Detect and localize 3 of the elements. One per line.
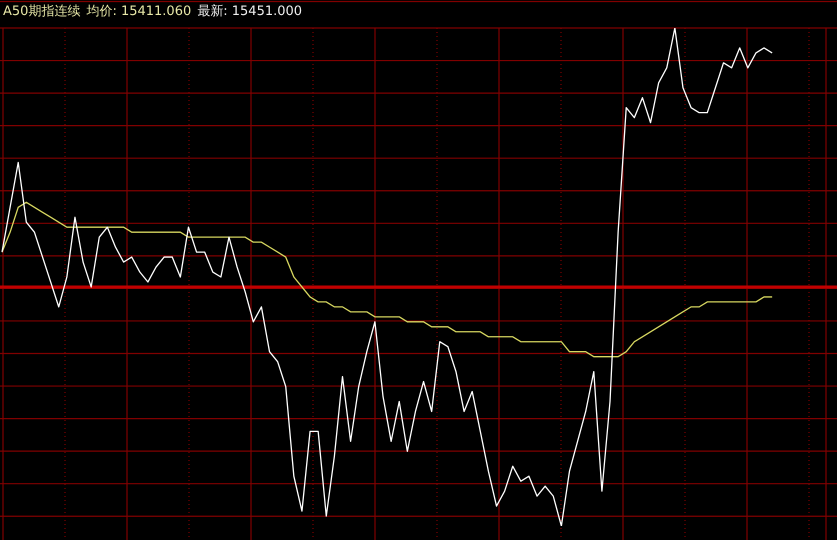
text: 最新: 15451.000 — [197, 4, 302, 19]
text: 均价: 15411.060 — [86, 4, 192, 19]
chart-title: A50期指连续 — [3, 4, 80, 19]
